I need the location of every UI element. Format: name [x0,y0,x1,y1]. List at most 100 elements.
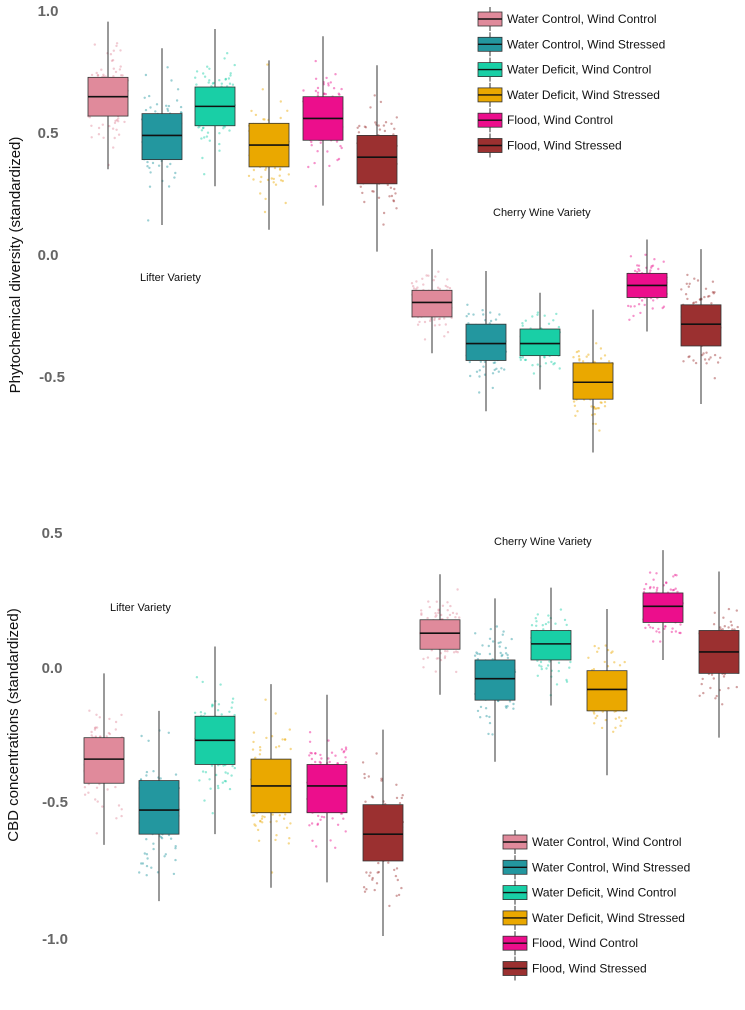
data-point [119,65,122,68]
data-point [489,319,493,323]
data-point [102,136,105,139]
data-point [282,817,286,820]
data-point [340,87,343,91]
data-point [218,79,221,82]
data-point [115,817,118,820]
box [138,780,180,835]
top-box-plots [87,21,722,453]
data-point [492,361,495,365]
data-point [657,267,660,271]
data-point [263,815,266,819]
data-point [682,360,685,363]
data-point [701,677,704,681]
data-point [714,697,717,700]
data-point [327,84,330,87]
data-point [494,318,498,321]
data-point [363,776,366,780]
data-point [491,386,494,390]
data-point [655,588,659,592]
data-point [264,197,267,201]
box-plot [356,65,398,252]
data-point [428,319,432,323]
data-point [197,126,200,129]
data-point [123,120,126,124]
data-point [336,823,340,826]
data-point [415,280,418,283]
data-point [446,616,449,619]
data-point [146,857,149,860]
data-point [215,773,218,777]
legend-label: Water Deficit, Wind Stressed [532,911,685,925]
bottom-y-tick: 0.5 [42,525,63,542]
data-point [362,886,366,889]
data-point [218,132,221,135]
data-point [719,356,722,359]
data-point [145,864,149,868]
data-point [94,735,98,738]
data-point [331,817,334,820]
data-point [433,317,436,320]
data-point [500,654,503,658]
data-point [263,118,266,121]
bottom-y-tick: -1.0 [42,931,68,948]
data-point [327,82,330,85]
data-point [224,771,227,774]
data-point [179,111,183,114]
data-point [203,173,206,176]
data-point [506,656,510,660]
data-point [371,878,374,881]
data-point [446,285,449,289]
data-point [569,660,572,664]
data-point [637,268,640,271]
data-point [716,361,720,364]
data-point [727,626,730,629]
data-point [394,192,397,195]
data-point [452,651,456,654]
data-point [693,277,696,280]
data-point [357,131,361,134]
data-point [173,176,176,179]
data-point [316,86,320,90]
data-point [574,414,577,417]
data-point [364,126,368,129]
data-point [210,764,214,767]
data-point [687,355,690,359]
data-point [478,375,481,378]
data-point [552,319,555,322]
data-point [154,110,157,113]
data-point [438,323,441,327]
data-point [542,628,545,631]
data-point [449,604,452,608]
data-point [261,821,264,824]
data-point [200,129,204,132]
data-point [203,75,207,78]
data-point [475,651,478,654]
data-point [565,623,568,627]
data-point [705,362,708,365]
data-point [115,128,118,131]
data-point [155,103,159,106]
box-plot [626,239,668,332]
data-point [228,787,232,791]
data-point [659,640,662,643]
data-point [314,752,317,755]
data-point [361,761,365,764]
data-point [220,713,223,716]
data-point [543,356,546,359]
data-point [651,264,655,267]
data-point [314,89,318,93]
top-y-tick: 0.0 [38,247,59,264]
data-point [669,588,672,591]
data-point [578,357,581,361]
data-point [594,407,598,410]
data-point [604,718,607,722]
data-point [577,350,580,353]
data-point [565,678,568,682]
data-point [544,622,548,626]
data-point [117,804,121,807]
data-point [651,626,655,630]
data-point [83,786,87,789]
data-point [597,647,600,650]
data-point [508,700,512,703]
data-point [535,620,538,623]
